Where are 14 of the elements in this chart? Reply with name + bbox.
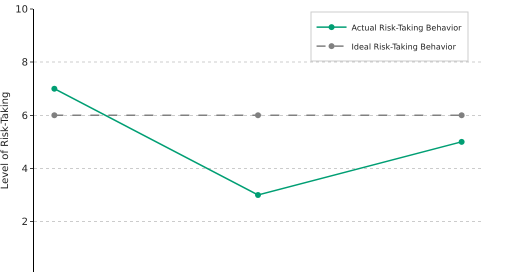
point (255, 112, 261, 118)
y-tick-label: 8 (22, 58, 28, 69)
legend-label: Actual Risk-Taking Behavior (352, 23, 462, 32)
y-axis-title: Level of Risk-Taking (0, 92, 11, 190)
point (51, 112, 58, 118)
point (255, 192, 261, 198)
y-tick-label: 2 (22, 217, 28, 228)
point (51, 86, 58, 92)
point (458, 138, 465, 145)
point (458, 112, 465, 118)
y-tick-label: 4 (22, 164, 28, 175)
legend-label: Ideal Risk-Taking Behavior (352, 42, 457, 52)
y-tick-label: 6 (22, 110, 28, 122)
y-tick-label: 10 (15, 4, 28, 16)
